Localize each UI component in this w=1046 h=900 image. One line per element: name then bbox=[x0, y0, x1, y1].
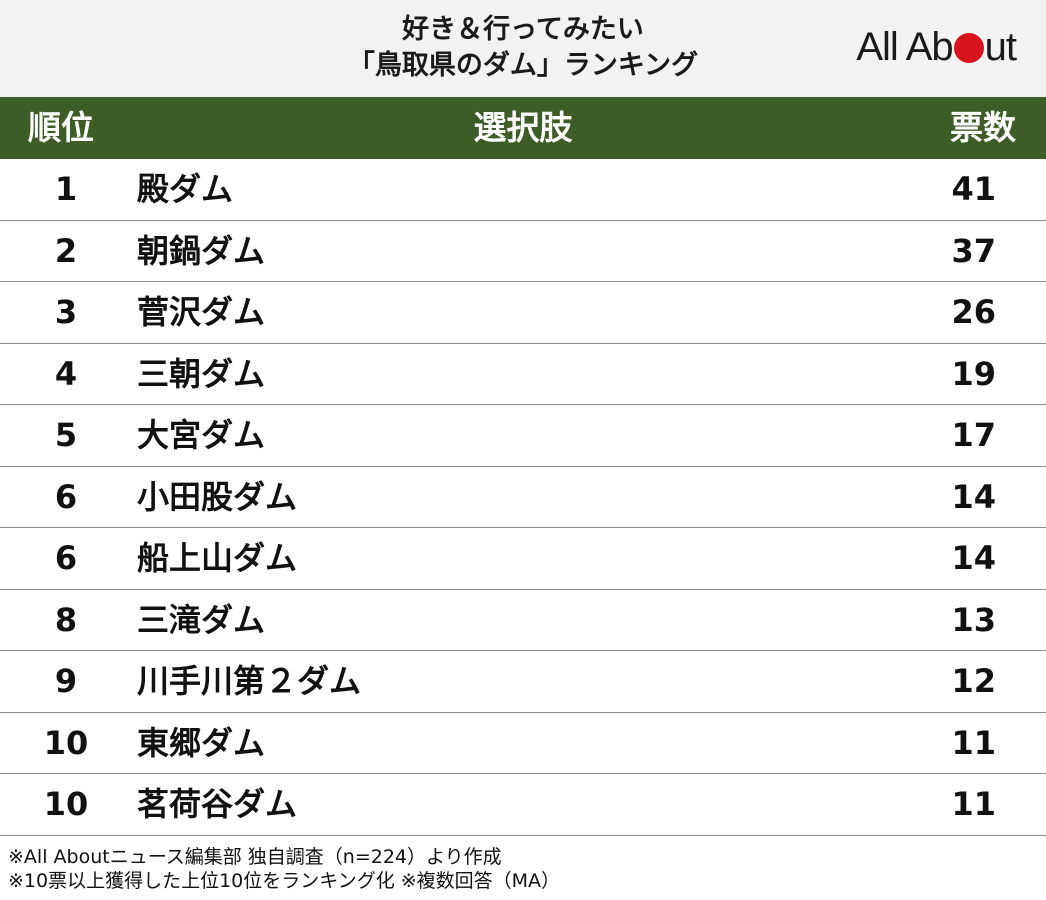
logo-red-dot-icon bbox=[953, 33, 984, 63]
page-title: 好き＆行ってみたい 「鳥取県のダム」ランキング bbox=[0, 12, 1046, 84]
row-rank: 6 bbox=[54, 477, 78, 516]
row-votes: 19 bbox=[951, 354, 996, 393]
row-name: 朝鍋ダム bbox=[137, 231, 266, 270]
row-name: 大宮ダム bbox=[137, 416, 266, 454]
table-row: 10 茗荷谷ダム 11 bbox=[0, 774, 1046, 836]
row-rank: 10 bbox=[43, 723, 89, 762]
row-rank: 8 bbox=[54, 600, 78, 639]
row-name: 菅沢ダム bbox=[137, 293, 266, 331]
row-votes: 26 bbox=[951, 293, 996, 331]
table-row: 10 東郷ダム 11 bbox=[0, 713, 1046, 774]
row-votes: 12 bbox=[951, 662, 996, 700]
row-name: 小田股ダム bbox=[137, 477, 298, 516]
row-rank: 3 bbox=[54, 293, 78, 331]
row-votes: 14 bbox=[951, 539, 996, 577]
row-votes: 13 bbox=[951, 600, 996, 639]
logo-text-start: All Ab bbox=[856, 25, 953, 69]
table-row: 2 朝鍋ダム 37 bbox=[0, 221, 1046, 282]
row-votes: 14 bbox=[951, 477, 996, 516]
row-name: 茗荷谷ダム bbox=[137, 785, 298, 823]
row-rank: 6 bbox=[54, 539, 78, 577]
table-row: 4 三朝ダム 19 bbox=[0, 344, 1046, 405]
row-votes: 37 bbox=[951, 231, 996, 270]
ranking-table: 1 殿ダム 41 2 朝鍋ダム 37 3 菅沢ダム 26 4 三朝ダム 19 5… bbox=[0, 159, 1046, 836]
row-name: 東郷ダム bbox=[137, 723, 266, 762]
row-rank: 10 bbox=[43, 785, 89, 823]
title-line-2: 「鳥取県のダム」ランキング bbox=[347, 50, 699, 81]
footnote-method: ※10票以上獲得した上位10位をランキング化 ※複数回答（MA） bbox=[8, 870, 561, 892]
header-votes: 票数 bbox=[950, 108, 1016, 147]
row-votes: 11 bbox=[951, 723, 996, 762]
allabout-logo: All Ab ut bbox=[856, 24, 1017, 70]
table-row: 6 小田股ダム 14 bbox=[0, 467, 1046, 528]
row-name: 殿ダム bbox=[137, 170, 234, 208]
row-rank: 2 bbox=[54, 231, 78, 270]
title-line-1: 好き＆行ってみたい bbox=[402, 14, 644, 45]
row-name: 船上山ダム bbox=[137, 539, 298, 577]
table-row: 6 船上山ダム 14 bbox=[0, 528, 1046, 590]
row-rank: 4 bbox=[54, 354, 78, 393]
table-row: 9 川手川第２ダム 12 bbox=[0, 651, 1046, 713]
row-rank: 5 bbox=[54, 416, 78, 454]
footnotes: ※All Aboutニュース編集部 独自調査（n=224）より作成 ※10票以上… bbox=[8, 845, 560, 893]
row-votes: 41 bbox=[951, 170, 996, 208]
row-name: 三滝ダム bbox=[137, 600, 266, 639]
footnote-source: ※All Aboutニュース編集部 独自調査（n=224）より作成 bbox=[8, 846, 502, 868]
row-votes: 17 bbox=[951, 416, 996, 454]
row-votes: 11 bbox=[951, 785, 996, 823]
row-rank: 9 bbox=[54, 662, 78, 700]
table-row: 3 菅沢ダム 26 bbox=[0, 282, 1046, 344]
title-band bbox=[0, 0, 1046, 97]
header-choice: 選択肢 bbox=[473, 108, 573, 147]
row-name: 三朝ダム bbox=[137, 354, 266, 393]
header-rank: 順位 bbox=[28, 108, 94, 147]
table-row: 5 大宮ダム 17 bbox=[0, 405, 1046, 467]
table-header: 選択肢 順位 票数 bbox=[0, 97, 1046, 159]
table-row: 1 殿ダム 41 bbox=[0, 159, 1046, 221]
row-rank: 1 bbox=[54, 170, 78, 208]
table-row: 8 三滝ダム 13 bbox=[0, 590, 1046, 651]
row-name: 川手川第２ダム bbox=[137, 662, 362, 700]
logo-text-end: ut bbox=[984, 25, 1017, 69]
